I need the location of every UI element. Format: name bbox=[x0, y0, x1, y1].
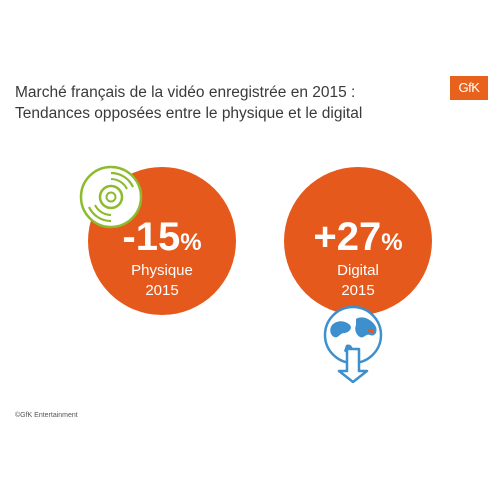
stat-label-digital: Digital 2015 bbox=[284, 261, 432, 301]
stat-number-digital: +27 bbox=[313, 215, 382, 259]
stat-category-physique: Physique bbox=[131, 262, 193, 279]
stat-category-digital: Digital bbox=[337, 262, 379, 279]
stat-unit-physique: % bbox=[180, 229, 202, 256]
gfk-logo: GfK bbox=[450, 76, 488, 100]
stat-value-physique: -15% bbox=[88, 217, 236, 263]
stat-year-digital: 2015 bbox=[341, 282, 375, 299]
title-line-2: Tendances opposées entre le physique et … bbox=[15, 105, 363, 122]
page-title: Marché français de la vidéo enregistrée … bbox=[15, 82, 425, 124]
title-line-1: Marché français de la vidéo enregistrée … bbox=[15, 84, 356, 101]
stat-label-physique: Physique 2015 bbox=[88, 261, 236, 301]
cd-icon bbox=[79, 165, 143, 229]
stat-year-physique: 2015 bbox=[145, 282, 179, 299]
globe-download-icon bbox=[323, 305, 383, 383]
copyright-note: ©GfK Entertainment bbox=[15, 412, 78, 419]
stat-number-physique: -15 bbox=[122, 215, 181, 259]
stat-unit-digital: % bbox=[381, 229, 403, 256]
stat-value-digital: +27% bbox=[284, 217, 432, 263]
stat-circle-digital: +27% Digital 2015 bbox=[284, 167, 432, 315]
